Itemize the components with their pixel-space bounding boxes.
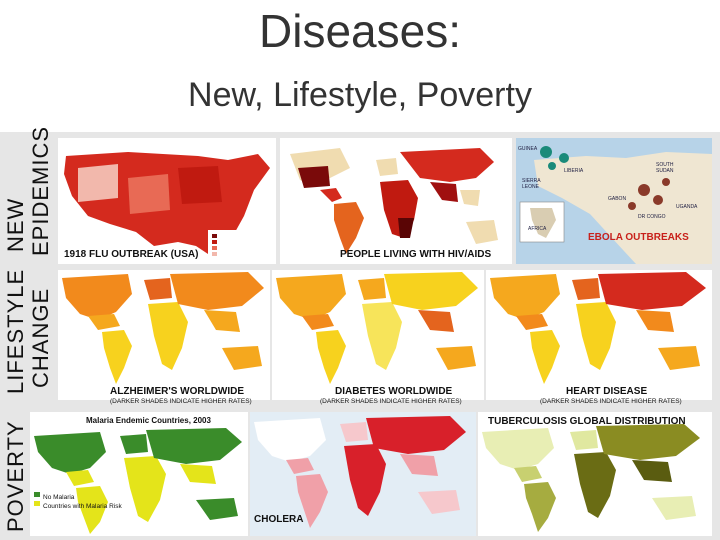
heart-disease-map-note: (DARKER SHADES INDICATE HIGHER RATES) xyxy=(540,398,682,405)
cholera-map xyxy=(250,412,476,536)
alzheimers-map-note: (DARKER SHADES INDICATE HIGHER RATES) xyxy=(110,398,252,405)
tuberculosis-map xyxy=(478,412,712,536)
diabetes-map xyxy=(272,270,484,400)
heart-disease-map-caption: HEART DISEASE xyxy=(566,386,648,397)
row-label-poverty: POVERTY xyxy=(3,420,28,532)
ebola-map-caption: EBOLA OUTBREAKS xyxy=(588,232,689,243)
malaria-map xyxy=(30,412,248,536)
diabetes-map-note: (DARKER SHADES INDICATE HIGHER RATES) xyxy=(320,398,462,405)
heart-disease-map xyxy=(486,270,712,400)
svg-text:LIBERIA: LIBERIA xyxy=(564,168,584,174)
svg-text:SUDAN: SUDAN xyxy=(656,168,674,174)
alzheimers-map xyxy=(58,270,270,400)
hiv-map xyxy=(280,138,512,264)
svg-text:AFRICA: AFRICA xyxy=(528,226,547,232)
alzheimers-map-caption: ALZHEIMER'S WORLDWIDE xyxy=(110,386,245,397)
malaria-map-caption: Malaria Endemic Countries, 2003 xyxy=(86,416,211,425)
tuberculosis-map-caption: TUBERCULOSIS GLOBAL DISTRIBUTION xyxy=(488,416,686,427)
svg-text:SOUTH: SOUTH xyxy=(656,162,674,168)
svg-text:SIERRA: SIERRA xyxy=(522,178,541,184)
malaria-legend-risk: Countries with Malaria Risk xyxy=(43,503,122,510)
svg-text:DR CONGO: DR CONGO xyxy=(638,214,666,220)
ebola-map: GUINEA SIERRA LEONE LIBERIA SOUTH SUDAN … xyxy=(516,138,712,264)
hiv-map-caption: PEOPLE LIVING WITH HIV/AIDS xyxy=(340,249,492,260)
disease-maps-panel: NEW EPIDEMICS LIFESTYLE CHANGE POVERTY 1… xyxy=(0,126,720,540)
row-label-lifestyle: LIFESTYLE xyxy=(3,268,28,394)
svg-text:UGANDA: UGANDA xyxy=(676,204,698,210)
diabetes-map-caption: DIABETES WORLDWIDE xyxy=(335,386,453,397)
svg-text:GABON: GABON xyxy=(608,196,626,202)
malaria-legend-no-risk: No Malaria xyxy=(43,494,75,501)
row-label-new: NEW xyxy=(3,197,28,252)
svg-text:LEONE: LEONE xyxy=(522,184,540,190)
row-label-change: CHANGE xyxy=(28,287,53,388)
svg-text:GUINEA: GUINEA xyxy=(518,146,538,152)
slide-title: Diseases: xyxy=(259,5,461,57)
flu-outbreak-map xyxy=(58,138,276,264)
cholera-map-caption: CHOLERA xyxy=(254,514,304,525)
slide-subtitle: New, Lifestyle, Poverty xyxy=(188,76,532,114)
flu-map-caption: 1918 FLU OUTBREAK (USA) xyxy=(64,249,199,260)
row-label-epidemics: EPIDEMICS xyxy=(28,125,53,256)
